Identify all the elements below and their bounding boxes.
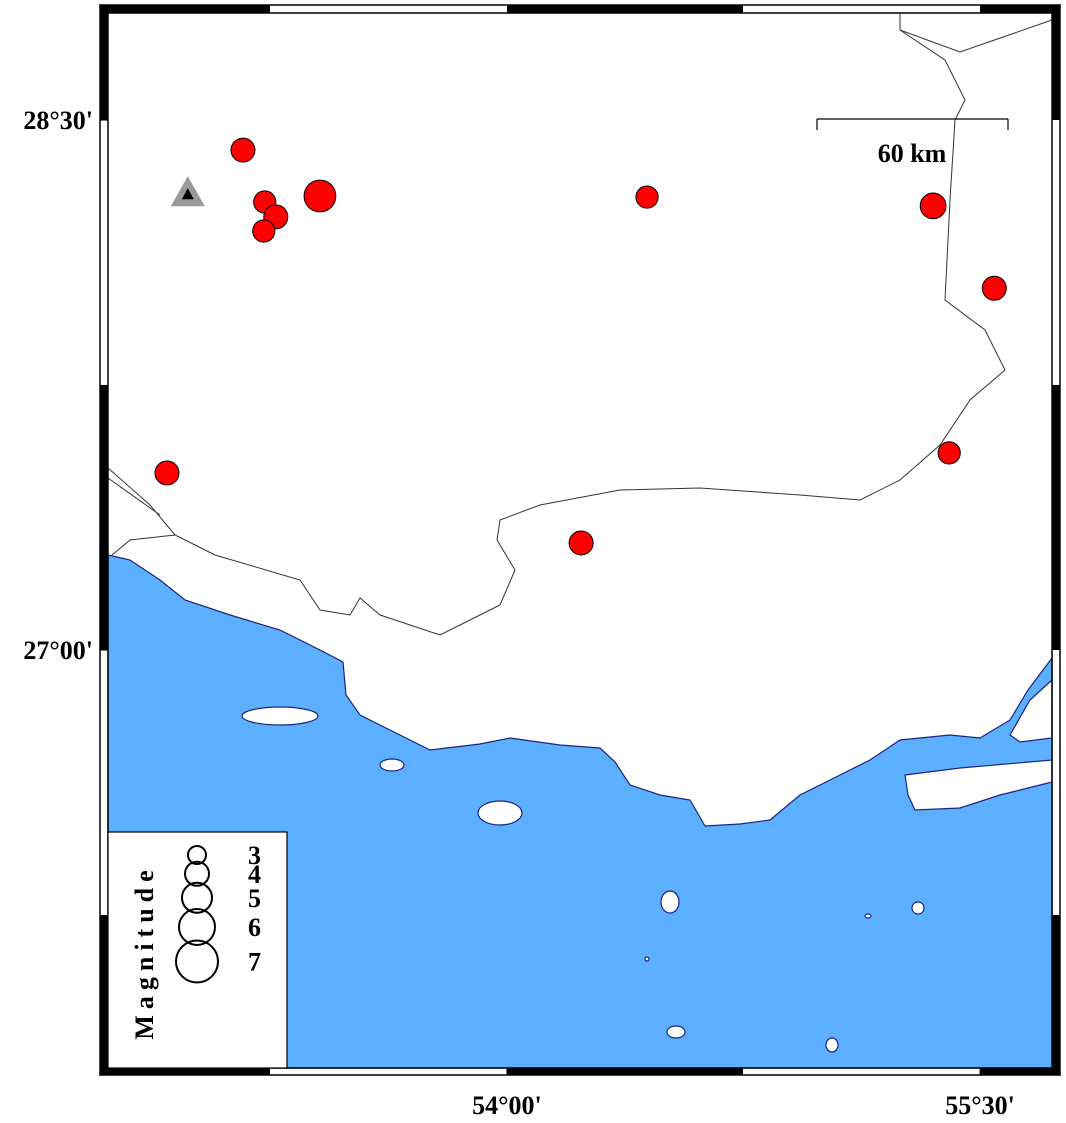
station-core (181, 188, 194, 200)
frame (99, 4, 1061, 1076)
legend-circle (181, 881, 213, 914)
earthquake (981, 275, 1007, 301)
legend-title: Magnitude (130, 864, 159, 1039)
legend-circle (178, 908, 216, 946)
legend-label: 4 (248, 860, 261, 889)
earthquake (154, 460, 180, 486)
legend-label: 7 (248, 948, 261, 977)
sea (107, 554, 1053, 1069)
legend-box (107, 831, 288, 1069)
y-tick-label: 27°00' (23, 636, 93, 665)
earthquake (303, 179, 337, 213)
earthquake (937, 441, 961, 465)
earthquake (252, 219, 276, 243)
scale-label: 60 km (878, 139, 947, 168)
legend-circle (175, 939, 219, 984)
legend-circle (184, 860, 210, 887)
earthquake (568, 530, 594, 556)
x-tick-label: 55°30' (945, 1091, 1015, 1118)
borders (107, 13, 1053, 636)
islands (241, 678, 1053, 1053)
x-tick-label: 54°00' (472, 1091, 542, 1118)
earthquake (635, 185, 659, 209)
earthquake (919, 192, 947, 220)
legend-label: 5 (248, 884, 261, 913)
y-tick-label: 28°30' (23, 106, 93, 135)
legend-circle (187, 845, 207, 865)
earthquake (230, 137, 256, 163)
legend-label: 3 (248, 841, 261, 870)
scale-bar (816, 118, 1009, 130)
legend-label: 6 (248, 913, 261, 942)
